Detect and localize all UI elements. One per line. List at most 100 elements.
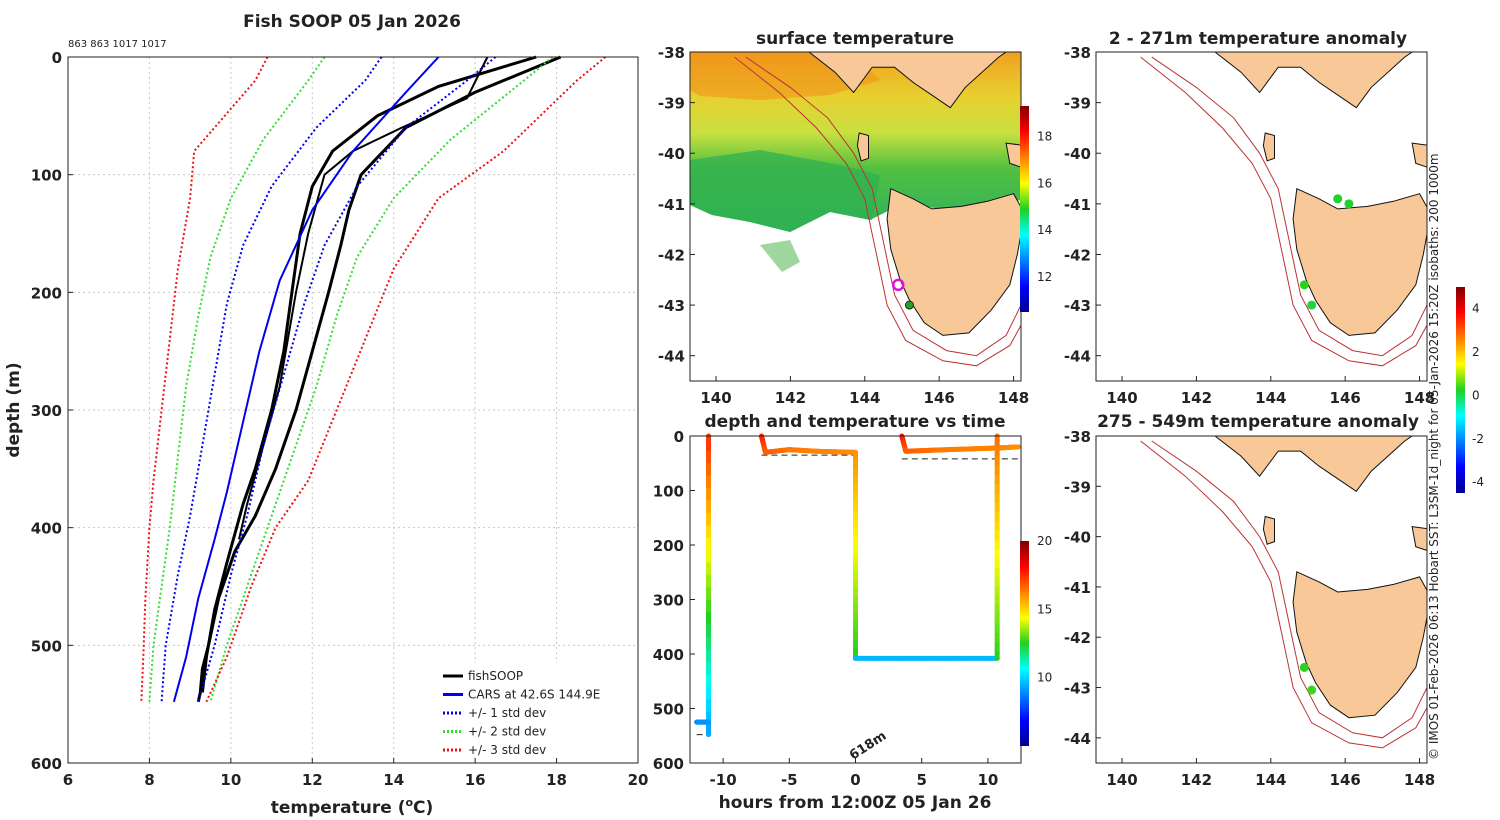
a1-y-tick: -38 [1064,44,1091,62]
depth-time-x-ticks: -10 -5 0 5 10 [710,758,998,789]
isobath-line [745,56,1021,357]
sst-y-tick: -41 [658,196,685,214]
sst-title: surface temperature [756,29,954,49]
profile-y-tick: 100 [31,167,62,185]
anomaly-map-deep: 275 - 549m temperature anomaly 140 142 144… [1064,287,1484,789]
flinders-island [1005,142,1021,168]
depth-time-y-ticks: 0 100 200 300 400 500 600 [653,428,695,773]
profile-legend: fishSOOP CARS at 42.6S 144.9E +/- 1 std de… [433,663,633,758]
depth-time-colorbar-tick: 20 [1037,534,1052,548]
tasmania [1292,571,1427,719]
cast-location-ring [892,278,905,292]
sst-x-tick: 148 [998,389,1029,407]
anomaly2-x-ticks: 140 142 144 146 148 [1106,758,1435,789]
depth-time-y-tick: 300 [653,592,684,610]
isobath-line [734,56,1021,367]
a1-y-tick: -44 [1064,348,1091,366]
flinders-island [1411,526,1427,551]
legend-label: +/- 3 std dev [468,743,546,757]
sst-field [690,52,1021,381]
profile-series--2-std-dev [148,56,326,702]
a2-x-tick: 144 [1255,771,1286,789]
a1-y-tick: -41 [1064,196,1091,214]
a2-y-tick: -44 [1064,730,1091,748]
profile-y-label: depth (m) [4,362,24,457]
anomaly-colorbar-ticks: 4 2 0 -2 -4 [1472,302,1484,489]
sst-land [690,52,1021,367]
a1-x-tick: 148 [1404,389,1435,407]
a1-y-tick: -42 [1064,246,1091,264]
depth-time-x-tick: -10 [710,771,737,789]
profile-x-tick: 12 [302,771,323,789]
depth-time-x-tick: 10 [977,771,998,789]
depth-time-x-label: hours from 12:00Z 05 Jan 26 [719,793,992,813]
a2-y-tick: -42 [1064,629,1091,647]
profile-x-tick: 14 [383,771,404,789]
sst-x-tick: 144 [849,389,880,407]
depth-time-y-tick: 200 [653,537,684,555]
flinders-island [1411,142,1427,168]
a2-y-tick: -39 [1064,478,1091,496]
legend-label: CARS at 42.6S 144.9E [468,688,600,702]
sst-y-tick: -40 [658,145,685,163]
mainland-coast [1096,52,1427,109]
depth-time-x-tick: 0 [850,771,860,789]
anomaly2-y-ticks: -38 -39 -40 -41 -42 -43 -44 [1064,428,1101,748]
a1-x-tick: 146 [1330,389,1361,407]
side-note: © IMOS 01-Feb-2026 06:13 Hobart SST: L3S… [1427,153,1441,760]
sst-y-ticks: -38 -39 -40 -41 -42 -43 -44 [658,44,695,366]
sst-colorbar-tick: 18 [1037,129,1052,143]
anomaly2-field [1096,436,1427,763]
depth-time-y-tick: 0 [674,428,684,446]
tasmania [1292,187,1427,336]
anomaly-point [1307,300,1317,310]
depth-time-colorbar-tick: 10 [1037,671,1052,685]
isobath-line [1140,56,1427,367]
a1-y-tick: -39 [1064,95,1091,113]
anomaly1-title: 2 - 271m temperature anomaly [1109,29,1407,49]
sst-colorbar-tick: 12 [1037,270,1052,284]
depth-time-title: depth and temperature vs time [705,412,1006,432]
sst-y-tick: -42 [658,246,685,264]
a1-x-tick: 144 [1255,389,1286,407]
a1-y-tick: -40 [1064,145,1091,163]
anomaly1-field [1096,52,1427,381]
anomaly-colorbar [1456,287,1465,493]
depth-time-colorbar-ticks: 10 15 20 [1037,534,1052,685]
a2-y-tick: -43 [1064,680,1091,698]
king-island [1262,515,1275,545]
anomaly-point [1299,280,1309,290]
a1-y-tick: -43 [1064,297,1091,315]
depth-time-x-tick: 5 [916,771,926,789]
anomaly-point [1307,685,1317,695]
profile-x-tick: 16 [465,771,486,789]
depth-time-y-tick: 500 [653,701,684,719]
profile-series--3-std-dev [140,56,269,702]
legend-label: fishSOOP [468,669,523,683]
profile-series--2-std-dev-upper- [209,56,554,703]
a2-y-tick: -38 [1064,428,1091,446]
sst-map: surface temperature 140 142 144 146 148 -38-… [658,29,1052,407]
profile-series-fishsoop-cast-2- [200,55,537,693]
profile-series-cars-at-42-6s-144-9e [172,56,440,703]
sst-y-tick: -39 [658,95,685,113]
anomaly-point [1333,194,1343,204]
sst-x-ticks: 140 142 144 146 148 [700,376,1029,407]
anomaly-point [1299,662,1309,672]
sst-y-tick: -38 [658,44,685,62]
profile-series--3-std-dev-upper- [205,56,607,703]
sst-colorbar-ticks: 12 14 16 18 [1037,129,1052,283]
depth-time-y-tick: 100 [653,483,684,501]
a1-x-tick: 140 [1106,389,1137,407]
profile-y-tick: 300 [31,402,62,420]
isobath-line [1140,440,1427,749]
sst-markers [892,278,914,310]
isobath-line [1151,56,1427,357]
sst-x-tick: 142 [775,389,806,407]
profile-x-ticks: 6 8 10 12 14 16 18 20 [63,758,648,789]
profile-subtitle: 863 863 1017 1017 [68,39,167,50]
mainland-coast [690,52,1021,109]
anomaly-colorbar-tick: 4 [1472,302,1480,316]
depth-time-tracks [694,433,1021,738]
anomaly2-points [1299,662,1317,695]
